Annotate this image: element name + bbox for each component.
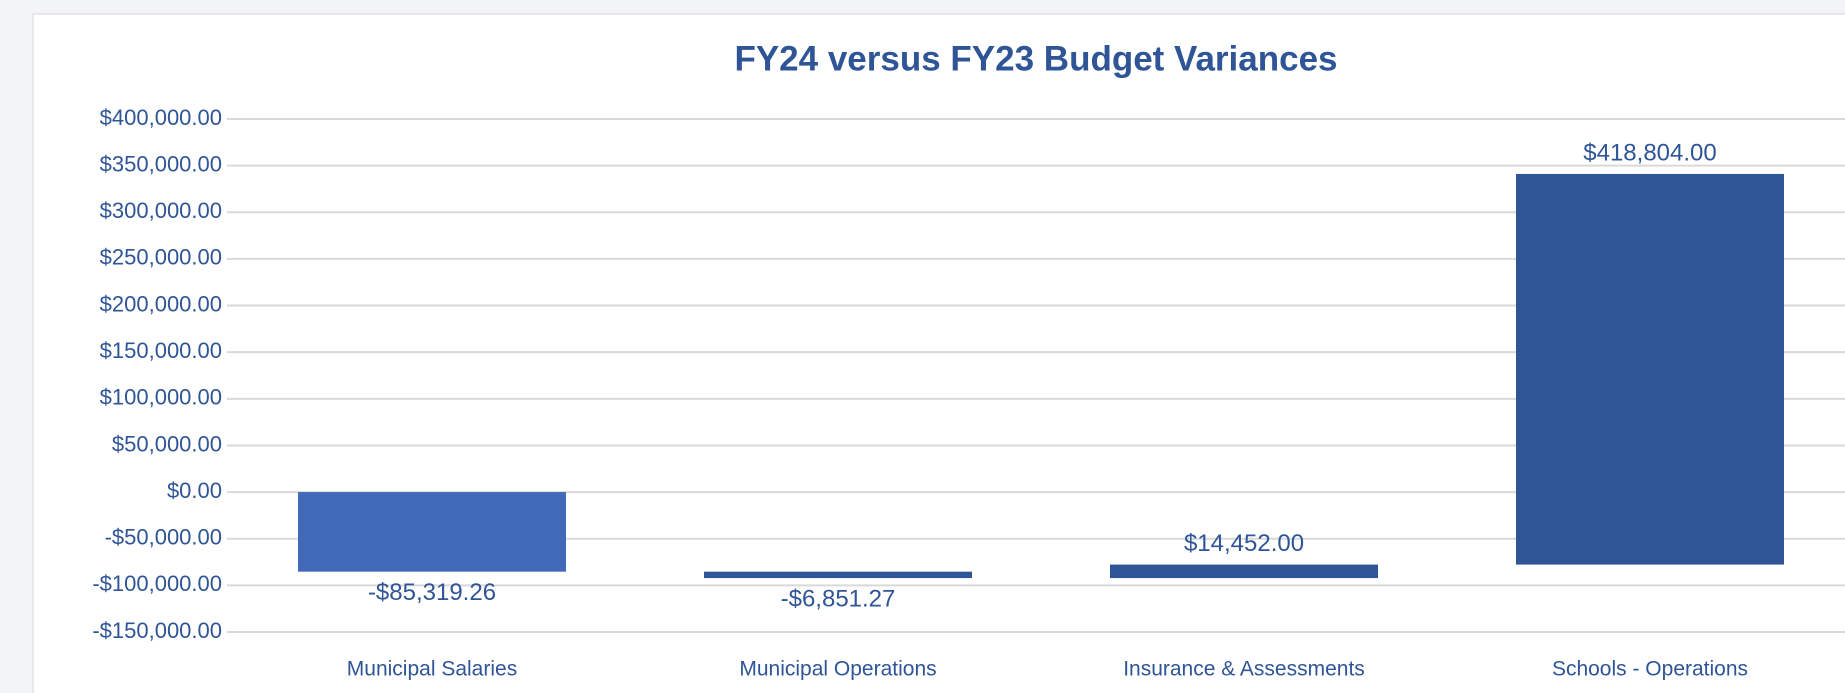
value-label: -$85,319.26 <box>368 579 496 606</box>
value-label: -$6,851.27 <box>781 585 896 612</box>
x-tick-label: Insurance & Assessments <box>1123 658 1365 681</box>
y-tick-label: $150,000.00 <box>100 338 222 363</box>
y-tick-label: -$50,000.00 <box>105 525 222 550</box>
y-tick-label: $0.00 <box>167 478 222 503</box>
x-tick-label: Schools - Operations <box>1552 658 1748 681</box>
y-tick-label: $400,000.00 <box>100 105 222 130</box>
chart-title: FY24 versus FY23 Budget Variances <box>734 39 1337 78</box>
y-tick-label: $350,000.00 <box>100 151 222 176</box>
x-tick-label: Municipal Operations <box>739 658 936 681</box>
y-tick-label: $300,000.00 <box>100 198 222 223</box>
y-tick-label: $50,000.00 <box>112 431 222 456</box>
value-label: $14,452.00 <box>1184 530 1304 557</box>
bar <box>1516 173 1784 565</box>
y-tick-label: $250,000.00 <box>100 245 222 270</box>
x-tick-label: Municipal Salaries <box>347 658 517 681</box>
y-tick-label: -$150,000.00 <box>92 618 222 643</box>
bar <box>298 492 566 572</box>
y-tick-label: $200,000.00 <box>100 291 222 316</box>
bar <box>1110 564 1378 579</box>
bar <box>704 571 972 579</box>
y-tick-label: -$100,000.00 <box>92 571 222 596</box>
y-tick-label: $100,000.00 <box>100 385 222 410</box>
value-label: $418,804.00 <box>1583 139 1716 166</box>
